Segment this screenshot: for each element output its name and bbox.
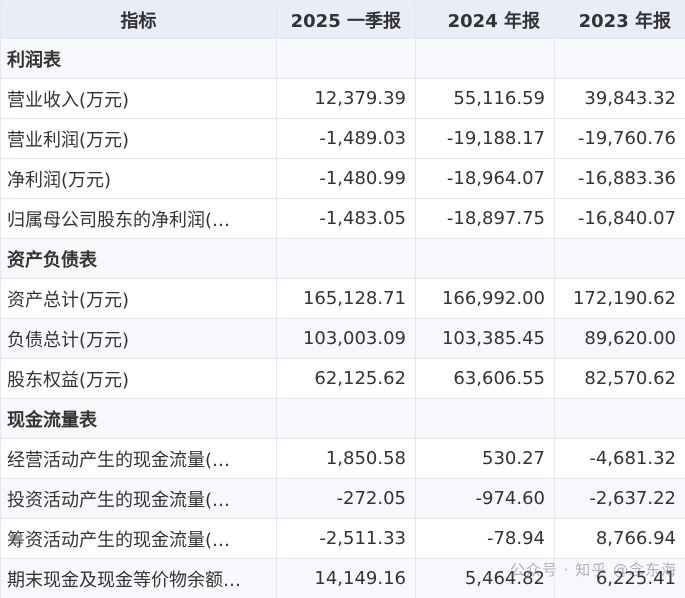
- row-value: -974.60: [415, 478, 555, 519]
- header-2023: 2023 年报: [554, 0, 685, 39]
- row-value: 1,850.58: [276, 438, 416, 479]
- watermark: 公众号 · 知乎 @念东海: [509, 561, 677, 579]
- row-label: 资产总计(万元): [0, 278, 277, 319]
- row-value: -18,897.75: [415, 198, 555, 239]
- row-value: -4,681.32: [554, 438, 685, 479]
- row-value: 530.27: [415, 438, 555, 479]
- row-value: 103,385.45: [415, 318, 555, 359]
- row-value: 103,003.09: [276, 318, 416, 359]
- table-row: 营业利润(万元) -1,489.03 -19,188.17 -19,760.76: [0, 118, 685, 159]
- row-value: -18,964.07: [415, 158, 555, 199]
- row-label: 营业利润(万元): [0, 118, 277, 159]
- row-value: 12,379.39: [276, 78, 416, 119]
- row-value: 6,225.41: [554, 558, 685, 598]
- row-label: 股东权益(万元): [0, 358, 277, 399]
- row-label: 经营活动产生的现金流量(…: [0, 438, 277, 479]
- section-empty-cell: [554, 398, 685, 439]
- table-row: 筹资活动产生的现金流量(… -2,511.33 -78.94 8,766.94: [0, 518, 685, 559]
- section-row: 资产负债表: [0, 238, 685, 279]
- section-empty-cell: [276, 238, 416, 279]
- section-row: 现金流量表: [0, 398, 685, 439]
- section-empty-cell: [415, 398, 555, 439]
- row-label: 筹资活动产生的现金流量(…: [0, 518, 277, 559]
- row-value: -16,840.07: [554, 198, 685, 239]
- table-row: 股东权益(万元) 62,125.62 63,606.55 82,570.62: [0, 358, 685, 399]
- table-header-row: 指标 2025 一季报 2024 年报 2023 年报: [0, 0, 685, 39]
- row-label: 期末现金及现金等价物余额…: [0, 558, 277, 598]
- table-row: 期末现金及现金等价物余额… 14,149.16 5,464.82 6,225.41: [0, 558, 685, 598]
- section-empty-cell: [276, 398, 416, 439]
- section-empty-cell: [415, 38, 555, 79]
- row-value: -272.05: [276, 478, 416, 519]
- row-value: -16,883.36: [554, 158, 685, 199]
- table-row: 投资活动产生的现金流量(… -272.05 -974.60 -2,637.22: [0, 478, 685, 519]
- header-2024: 2024 年报: [415, 0, 555, 39]
- row-value: -19,188.17: [415, 118, 555, 159]
- table-body: 利润表 营业收入(万元) 12,379.39 55,116.59 39,843.32 营业…: [0, 38, 685, 598]
- row-value: -1,480.99: [276, 158, 416, 199]
- section-empty-cell: [554, 238, 685, 279]
- row-value: 82,570.62: [554, 358, 685, 399]
- row-label: 负债总计(万元): [0, 318, 277, 359]
- row-value: -2,511.33: [276, 518, 416, 559]
- row-label: 归属母公司股东的净利润(…: [0, 198, 277, 239]
- row-value: 172,190.62: [554, 278, 685, 319]
- row-value: 8,766.94: [554, 518, 685, 559]
- row-label: 投资活动产生的现金流量(…: [0, 478, 277, 519]
- table-row: 营业收入(万元) 12,379.39 55,116.59 39,843.32: [0, 78, 685, 119]
- row-value: 62,125.62: [276, 358, 416, 399]
- row-value: 14,149.16: [276, 558, 416, 598]
- row-value: 89,620.00: [554, 318, 685, 359]
- table-row: 经营活动产生的现金流量(… 1,850.58 530.27 -4,681.32: [0, 438, 685, 479]
- row-value: -2,637.22: [554, 478, 685, 519]
- header-indicator: 指标: [0, 0, 277, 39]
- row-value: -19,760.76: [554, 118, 685, 159]
- section-title: 资产负债表: [0, 238, 277, 279]
- row-value: 63,606.55: [415, 358, 555, 399]
- table-row: 负债总计(万元) 103,003.09 103,385.45 89,620.00: [0, 318, 685, 359]
- row-value: 55,116.59: [415, 78, 555, 119]
- row-value: 39,843.32: [554, 78, 685, 119]
- section-empty-cell: [415, 238, 555, 279]
- row-label: 净利润(万元): [0, 158, 277, 199]
- table-row: 归属母公司股东的净利润(… -1,483.05 -18,897.75 -16,840.…: [0, 198, 685, 239]
- header-2025q1: 2025 一季报: [276, 0, 416, 39]
- section-title: 利润表: [0, 38, 277, 79]
- section-empty-cell: [554, 38, 685, 79]
- row-value: 166,992.00: [415, 278, 555, 319]
- row-value: 5,464.82: [415, 558, 555, 598]
- table-row: 净利润(万元) -1,480.99 -18,964.07 -16,883.36: [0, 158, 685, 199]
- row-value: 165,128.71: [276, 278, 416, 319]
- table-row: 资产总计(万元) 165,128.71 166,992.00 172,190.62: [0, 278, 685, 319]
- row-value: -1,483.05: [276, 198, 416, 239]
- row-label: 营业收入(万元): [0, 78, 277, 119]
- section-row: 利润表: [0, 38, 685, 79]
- section-title: 现金流量表: [0, 398, 277, 439]
- row-value: -78.94: [415, 518, 555, 559]
- section-empty-cell: [276, 38, 416, 79]
- row-value: -1,489.03: [276, 118, 416, 159]
